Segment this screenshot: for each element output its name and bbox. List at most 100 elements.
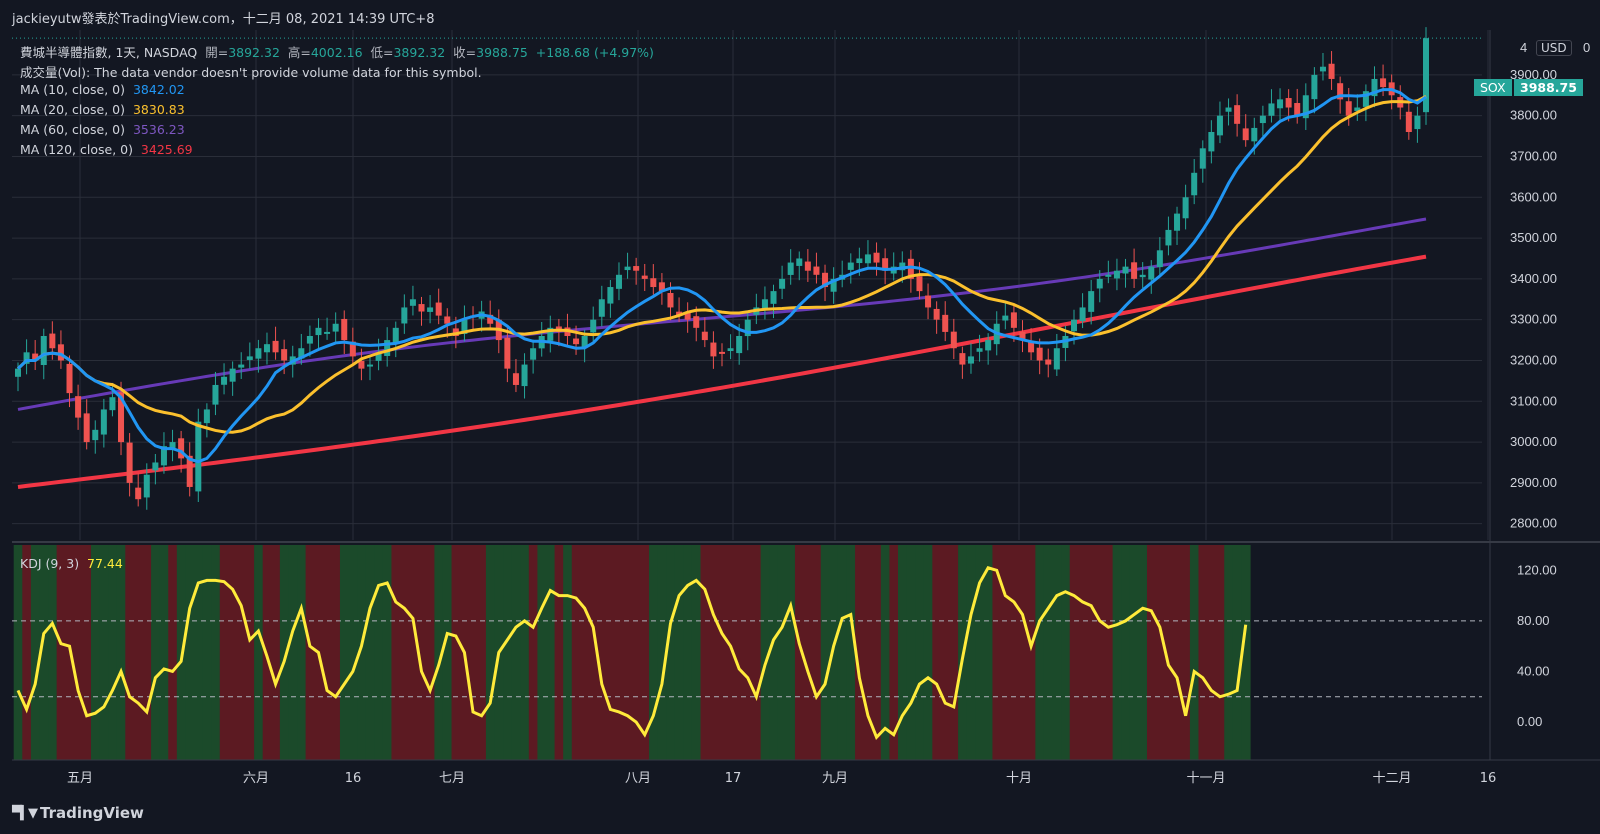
kdj-region bbox=[357, 545, 367, 760]
candle-body bbox=[950, 331, 957, 349]
candle-body bbox=[1010, 312, 1017, 328]
price-tick-label: 2900.00 bbox=[1510, 475, 1557, 490]
kdj-region bbox=[837, 545, 848, 760]
price-tick-label: 3600.00 bbox=[1510, 189, 1557, 204]
candle-body bbox=[830, 278, 837, 292]
time-tick-label: 七月 bbox=[439, 771, 465, 786]
candle-body bbox=[676, 311, 683, 316]
kdj-region bbox=[1026, 545, 1036, 760]
candle-body bbox=[1319, 66, 1326, 72]
kdj-region bbox=[400, 545, 410, 760]
kdj-region bbox=[374, 545, 384, 760]
ma120-line bbox=[17, 254, 1427, 489]
candle-body bbox=[607, 287, 614, 304]
kdj-region bbox=[1215, 545, 1225, 760]
ma60-value: 3536.23 bbox=[132, 122, 185, 137]
candle-body bbox=[461, 319, 468, 334]
candle-body bbox=[186, 455, 193, 487]
kdj-region bbox=[597, 545, 607, 760]
kdj-region bbox=[863, 545, 873, 760]
price-tick-label: 3000.00 bbox=[1510, 434, 1557, 449]
candle-body bbox=[332, 323, 339, 332]
candle-body bbox=[650, 278, 657, 288]
candle-body bbox=[916, 276, 923, 292]
candle-body bbox=[1259, 115, 1266, 124]
candle-body bbox=[100, 409, 107, 435]
candle-body bbox=[221, 376, 228, 385]
kdj-region bbox=[1078, 545, 1088, 760]
kdj-region bbox=[1035, 545, 1045, 760]
kdj-region bbox=[1086, 545, 1097, 760]
ma10-value: 3842.02 bbox=[132, 82, 185, 97]
candle-body bbox=[1028, 342, 1035, 353]
kdj-region bbox=[691, 545, 702, 760]
candle-body bbox=[487, 314, 494, 324]
candle-body bbox=[109, 397, 116, 411]
candle-body bbox=[641, 275, 648, 279]
candle-body bbox=[409, 299, 416, 306]
candle-body bbox=[1216, 115, 1223, 136]
kdj-region bbox=[434, 545, 444, 760]
kdj-region bbox=[1095, 545, 1105, 760]
time-tick-label: 16 bbox=[345, 771, 362, 786]
candle-body bbox=[744, 319, 751, 337]
kdj-region bbox=[1232, 545, 1243, 760]
kdj-region bbox=[1009, 545, 1019, 760]
candle-body bbox=[1191, 172, 1198, 196]
candle-body bbox=[684, 312, 691, 320]
kdj-region bbox=[202, 545, 212, 760]
candle-body bbox=[1096, 278, 1103, 289]
kdj-region bbox=[1001, 545, 1011, 760]
kdj-region bbox=[580, 545, 590, 760]
kdj-region bbox=[425, 545, 435, 760]
kdj-region bbox=[975, 545, 985, 760]
candle-body bbox=[1148, 266, 1155, 280]
kdj-region bbox=[674, 545, 684, 760]
candle-body bbox=[1294, 103, 1301, 116]
candle-body bbox=[92, 429, 99, 441]
candle-body bbox=[427, 307, 434, 312]
candle-body bbox=[452, 328, 459, 336]
main-legend: 費城半導體指數, 1天, NASDAQ 開=3892.32 高=4002.16 … bbox=[20, 42, 654, 61]
kdj-region bbox=[640, 545, 650, 760]
kdj-region bbox=[537, 545, 547, 760]
kdj-region bbox=[477, 545, 487, 760]
tv-logo-icon: ▀▍▼ bbox=[12, 805, 38, 821]
low-label: 低= bbox=[370, 45, 394, 60]
kdj-region bbox=[297, 545, 307, 760]
candle-body bbox=[727, 348, 734, 352]
candle-body bbox=[341, 318, 348, 341]
candle-body bbox=[1105, 274, 1112, 277]
candle-body bbox=[1208, 132, 1215, 152]
kdj-region bbox=[168, 545, 178, 760]
kdj-region bbox=[752, 545, 762, 760]
kdj-region bbox=[528, 545, 539, 760]
candle-body bbox=[212, 384, 219, 405]
candle-body bbox=[384, 340, 391, 356]
kdj-region bbox=[1189, 545, 1200, 760]
candle-body bbox=[169, 442, 176, 450]
kdj-tick-label: 80.00 bbox=[1517, 613, 1550, 628]
currency-badge[interactable]: USD bbox=[1536, 40, 1572, 56]
kdj-region bbox=[717, 545, 727, 760]
kdj-region bbox=[503, 545, 513, 760]
kdj-region bbox=[125, 545, 135, 760]
kdj-region bbox=[1241, 545, 1251, 760]
ma60-line bbox=[17, 217, 1427, 411]
candle-body bbox=[736, 336, 743, 354]
tradingview-logo[interactable]: ▀▍▼ TradingView bbox=[12, 804, 144, 822]
kdj-region bbox=[133, 545, 144, 760]
candle-body bbox=[581, 336, 588, 348]
kdj-legend: KDJ (9, 3) 77.44 bbox=[20, 556, 123, 571]
kdj-region bbox=[348, 545, 358, 760]
candle-body bbox=[246, 356, 253, 360]
candle-body bbox=[349, 341, 356, 357]
candle-body bbox=[392, 327, 399, 343]
kdj-tick-label: 40.00 bbox=[1517, 663, 1550, 678]
volume-note: 成交量(Vol): The data vendor doesn't provid… bbox=[20, 65, 482, 80]
time-tick-label: 八月 bbox=[625, 771, 651, 786]
candle-body bbox=[1311, 74, 1318, 100]
candle-body bbox=[1070, 319, 1078, 332]
candle-body bbox=[49, 333, 56, 349]
